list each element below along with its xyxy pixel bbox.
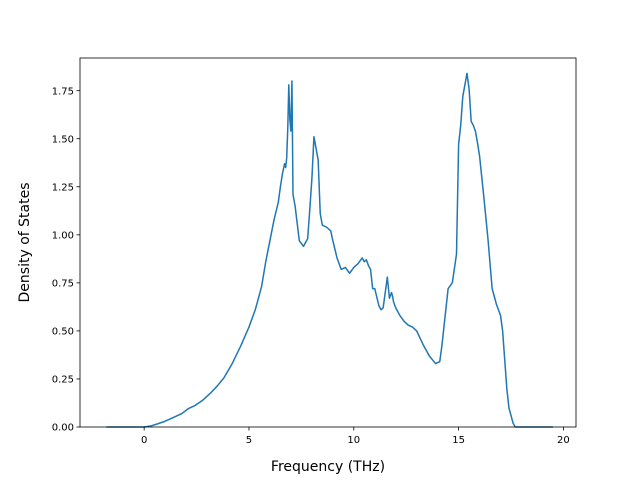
x-tick-label: 5 (246, 435, 252, 446)
y-tick-label: 1.25 (52, 182, 74, 193)
plot-area (106, 72, 553, 428)
y-tick-label: 1.00 (52, 230, 74, 241)
y-tick-label: 0.25 (52, 375, 74, 386)
x-tick-label: 10 (347, 435, 360, 446)
y-tick-label: 0.50 (52, 327, 74, 338)
series-line-0 (106, 72, 553, 428)
x-tick-label: 15 (452, 435, 465, 446)
y-axis-label: Density of States (17, 183, 33, 303)
axes-frame (79, 57, 577, 428)
x-tick-label: 20 (557, 435, 570, 446)
y-tick-label: 1.50 (52, 134, 74, 145)
y-tick-label: 1.75 (52, 86, 74, 97)
x-tick-label: 0 (141, 435, 147, 446)
axis-ticks: 0 5 10 15 20 0.00 0.25 0.50 0.75 1.00 1.25 1.50 1.75 (52, 86, 570, 446)
x-axis-label: Frequency (THz) (271, 459, 385, 475)
y-tick-label: 0.75 (52, 278, 74, 289)
y-tick-label: 0.00 (52, 423, 74, 434)
